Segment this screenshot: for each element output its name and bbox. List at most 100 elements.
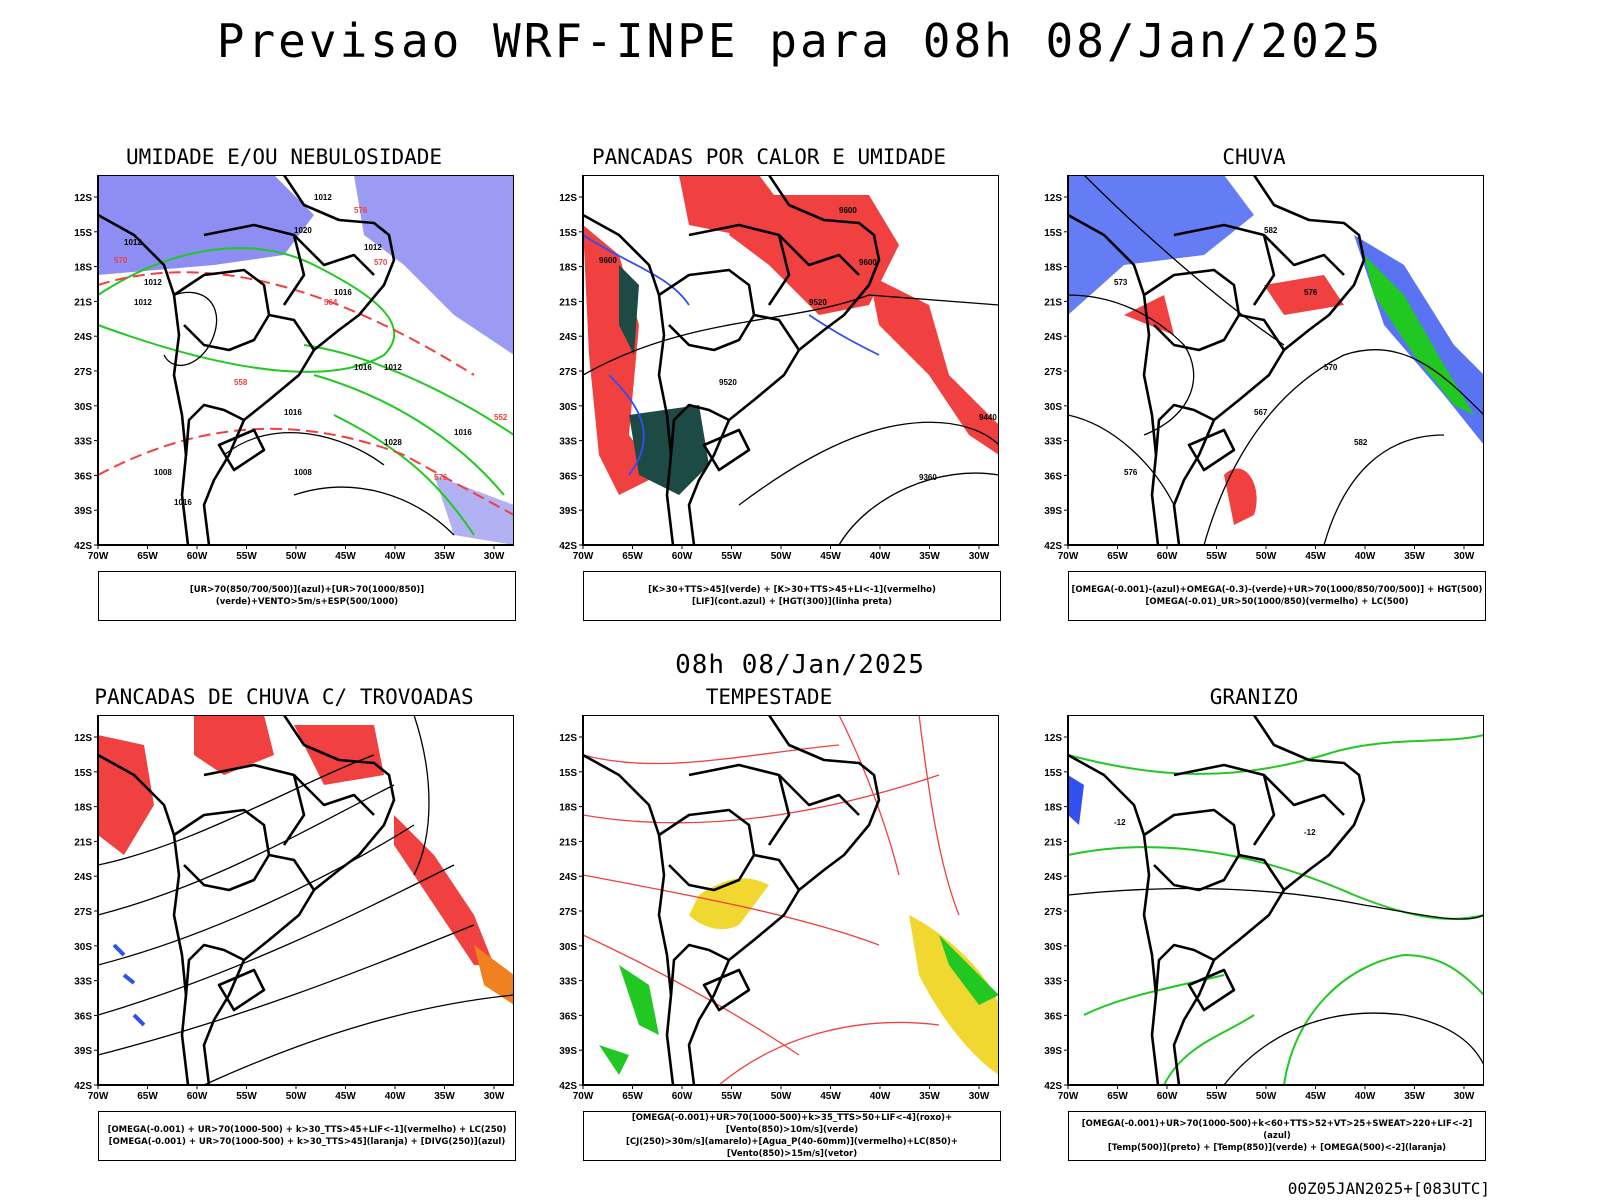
border-line <box>1173 223 1276 306</box>
legend-line: [Temp(500)](preto) + [Temp(850)](verde) … <box>1107 1143 1447 1153</box>
border-line <box>753 853 801 891</box>
border-line <box>669 943 730 996</box>
lat-tick-label: 30S <box>74 402 92 413</box>
border-line <box>1172 175 1366 546</box>
lat-tick-label: 42S <box>74 541 92 552</box>
lat-tick-label: 12S <box>559 733 577 744</box>
contour-label: 9520 <box>719 378 737 387</box>
border-line <box>687 175 881 546</box>
lon-tick-label: 30W <box>969 551 990 562</box>
contour-label: 1020 <box>294 226 312 235</box>
lon-tick-label: 65W <box>622 551 643 562</box>
contour-labels: 1012 1012 1012 1012 1012 1016 1016 1008 1020 1016… <box>114 193 508 507</box>
border-line <box>268 313 316 351</box>
lon-tick-label: 60W <box>672 551 693 562</box>
lon-tick-label: 50W <box>286 551 307 562</box>
legend-line: [OMEGA(-0.001) + UR>70(1000-500) + k>30_… <box>107 1125 507 1135</box>
main-title: Previsao WRF-INPE para 08h 08/Jan/2025 <box>216 14 1384 68</box>
coastline <box>582 715 881 1086</box>
contour-label: 570 <box>374 258 388 267</box>
lat-tick-label: 15S <box>1044 768 1062 779</box>
darkgreen-area <box>629 405 709 495</box>
lon-tick-label: 35W <box>1404 1091 1425 1102</box>
border-line <box>1154 943 1215 996</box>
lat-tick-label: 27S <box>559 907 577 918</box>
contour-label: 1012 <box>144 278 162 287</box>
panel-pancadas-calor: PANCADAS POR CALOR E UMIDADE 12S 15S 18S 21… <box>539 145 1001 645</box>
darkgreen-area <box>619 265 639 355</box>
lon-tick-label: 35W <box>919 551 940 562</box>
lat-tick-label: 12S <box>74 193 92 204</box>
lon-tick-label: 40W <box>385 551 406 562</box>
lat-tick-label: 27S <box>74 907 92 918</box>
lon-tick-label: 50W <box>286 1091 307 1102</box>
lat-tick-label: 36S <box>559 1011 577 1022</box>
panel-title: GRANIZO <box>1209 685 1299 709</box>
map-frame <box>97 175 514 546</box>
lon-tick-label: 70W <box>573 551 594 562</box>
lat-tick-label: 24S <box>559 872 577 883</box>
panel-title: PANCADAS DE CHUVA C/ TROVOADAS <box>94 685 474 709</box>
lat-tick-label: 42S <box>559 541 577 552</box>
temp500-contour <box>1068 887 1484 1085</box>
lat-tick-label: 24S <box>74 872 92 883</box>
contour-label: 1012 <box>364 243 382 252</box>
lat-tick-label: 30S <box>559 402 577 413</box>
lat-tick-label: 30S <box>74 942 92 953</box>
lat-tick-label: 30S <box>1044 402 1062 413</box>
contour-label: 9360 <box>919 473 937 482</box>
border-line <box>1238 313 1286 351</box>
lat-tick-label: 42S <box>1044 1081 1062 1092</box>
map-frame <box>582 175 999 546</box>
yellow-jet-area <box>909 915 999 1075</box>
coastline <box>1067 175 1366 546</box>
contour-label: 1028 <box>384 438 402 447</box>
contour-label: 9600 <box>859 258 877 267</box>
lat-tick-label: 18S <box>1044 803 1062 814</box>
border-line <box>184 943 245 996</box>
lat-tick-label: 18S <box>559 803 577 814</box>
contour-label: 1016 <box>174 498 192 507</box>
contour-label: 573 <box>1114 278 1128 287</box>
border-line <box>1172 715 1366 1086</box>
map-frame <box>1067 715 1484 1086</box>
lat-tick-label: 33S <box>559 437 577 448</box>
panel-title: TEMPESTADE <box>705 685 833 709</box>
blue-divergence <box>112 943 146 1027</box>
lat-tick-label: 30S <box>1044 942 1062 953</box>
lon-tick-label: 45W <box>335 1091 356 1102</box>
lon-tick-label: 35W <box>434 551 455 562</box>
map-frame <box>582 715 999 1086</box>
border-line <box>173 268 271 352</box>
lat-tick-label: 12S <box>1044 733 1062 744</box>
lat-tick-label: 39S <box>74 1046 92 1057</box>
lat-tick-label: 21S <box>74 297 92 308</box>
border-line <box>669 403 730 456</box>
border-line <box>1067 213 1160 546</box>
contour-label: -12 <box>1304 828 1316 837</box>
lon-tick-label: 55W <box>236 551 257 562</box>
lif-blue-contour <box>583 234 880 476</box>
lat-tick-label: 18S <box>1044 263 1062 274</box>
lat-tick-label: 15S <box>74 768 92 779</box>
border-line <box>1263 774 1345 816</box>
lon-tick-label: 40W <box>1355 1091 1376 1102</box>
coastline <box>97 175 396 546</box>
lon-tick-label: 40W <box>870 551 891 562</box>
lat-tick-label: 33S <box>559 977 577 988</box>
contour-label: 9440 <box>979 413 997 422</box>
contour-label: -12 <box>1114 818 1126 827</box>
lon-tick-label: 45W <box>1305 1091 1326 1102</box>
lat-tick-label: 15S <box>559 768 577 779</box>
lon-tick-label: 45W <box>335 551 356 562</box>
border-line <box>702 968 751 1012</box>
border-line <box>753 313 801 351</box>
border-line <box>217 968 266 1012</box>
green-contour <box>303 344 514 536</box>
border-line <box>1067 753 1160 1086</box>
border-line <box>202 175 396 546</box>
lon-tick-label: 45W <box>820 551 841 562</box>
red-instability-area <box>729 195 899 315</box>
